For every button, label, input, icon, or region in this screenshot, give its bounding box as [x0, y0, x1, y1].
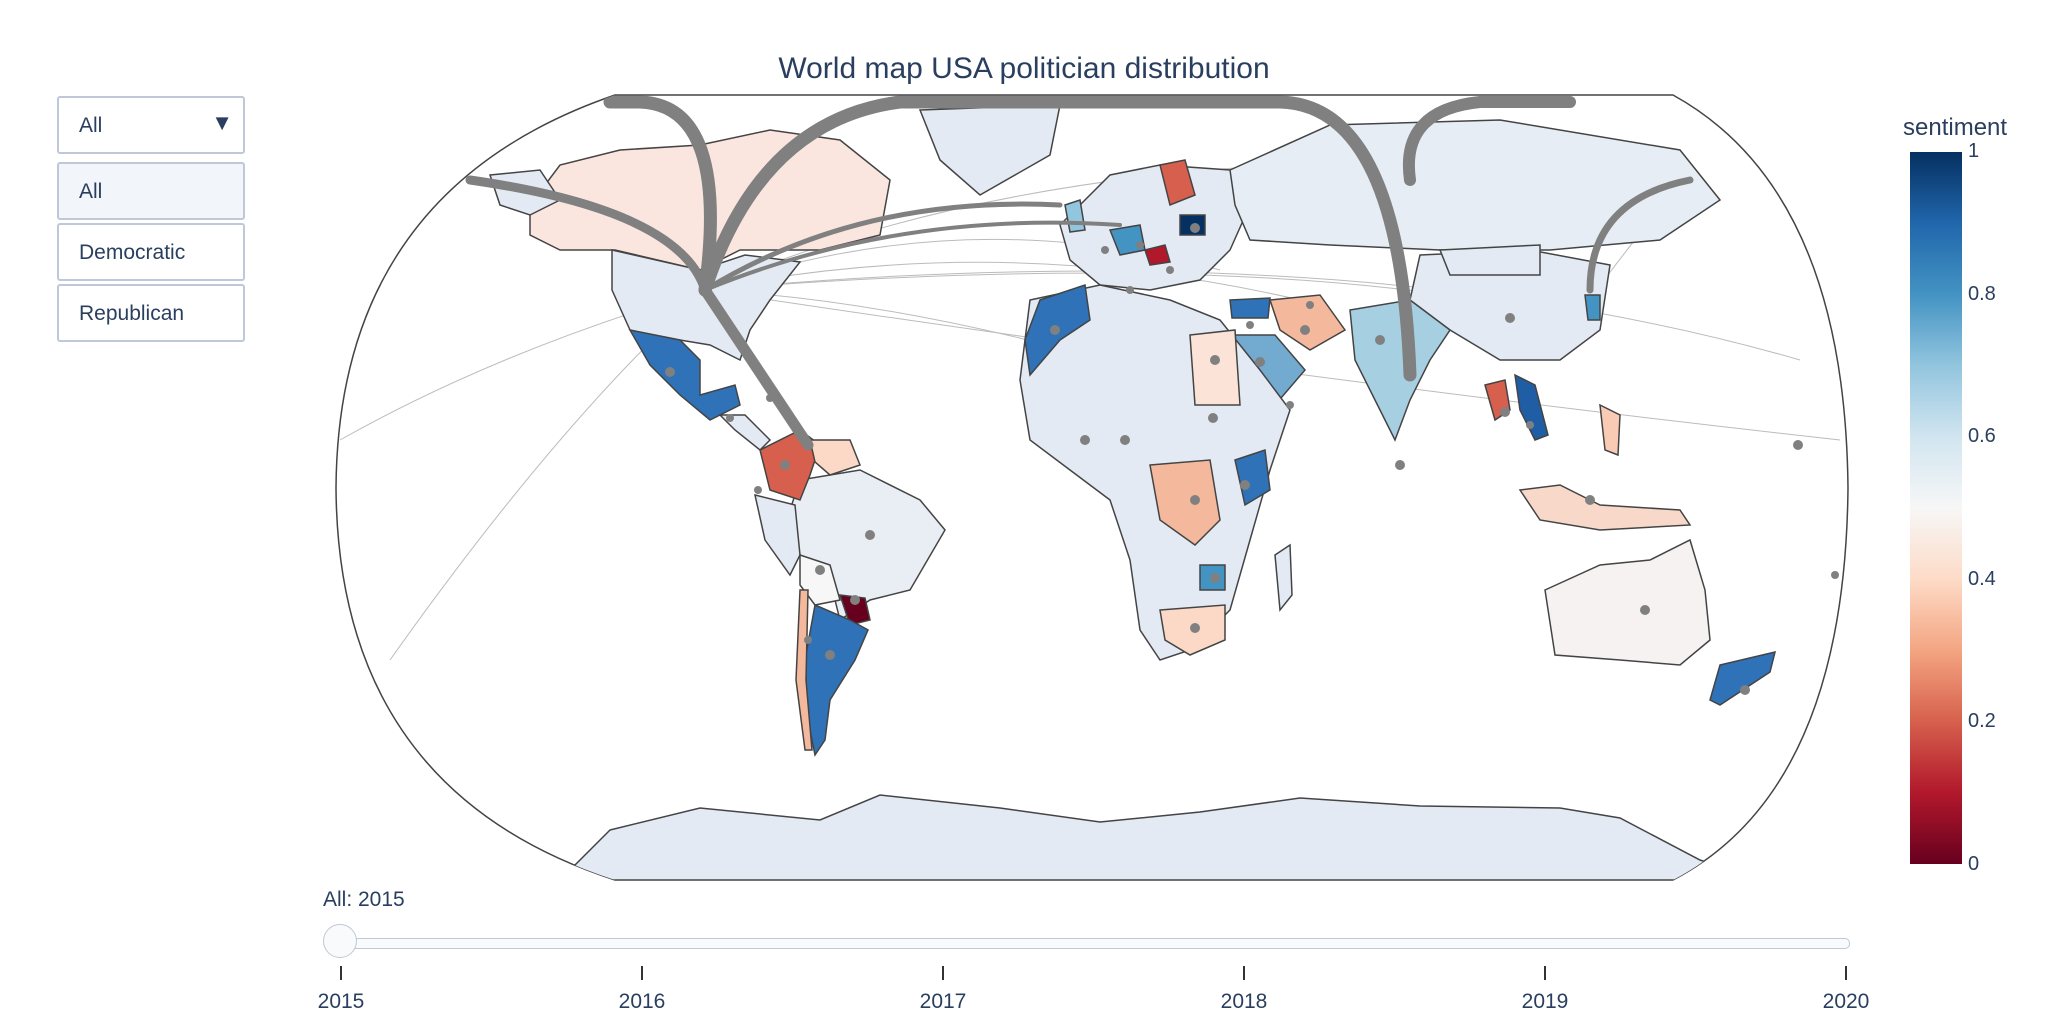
year-slider-handle[interactable] [323, 924, 357, 958]
country-india[interactable] [1349, 299, 1452, 442]
slider-step-2016[interactable]: 2016 [618, 990, 666, 1013]
country-turkey[interactable] [1229, 297, 1271, 319]
slider-step-2018[interactable]: 2018 [1220, 990, 1268, 1013]
country-madagascar[interactable] [1274, 543, 1293, 612]
party-option-all[interactable]: All [57, 162, 245, 220]
country-balkans[interactable] [1144, 244, 1171, 266]
slider-tick [340, 966, 342, 980]
colorbar-tick: 0 [1968, 853, 1980, 875]
party-option-label: Republican [79, 302, 185, 325]
country-australia[interactable] [1544, 538, 1711, 666]
country-europe[interactable] [1059, 164, 1251, 291]
country-central-america[interactable] [718, 414, 772, 452]
slider-step-2020[interactable]: 2020 [1822, 990, 1870, 1013]
slider-tick [1845, 966, 1847, 980]
country-indonesia[interactable] [1518, 484, 1692, 531]
country-chile[interactable] [795, 589, 813, 751]
slider-tick [1544, 966, 1546, 980]
party-option-label: All [79, 180, 103, 203]
country-vietnam[interactable] [1514, 373, 1549, 441]
colorbar-tick: 0.6 [1968, 425, 1996, 447]
country-markers [665, 223, 1839, 695]
party-filter-selected: All [79, 114, 103, 137]
country-bolivia[interactable] [799, 553, 841, 606]
colorbar-tick: 0.2 [1968, 710, 1996, 732]
colorbar-tick: 1 [1968, 140, 1980, 162]
country-finland[interactable] [1159, 159, 1196, 207]
country-drc[interactable] [1149, 459, 1221, 546]
country-sudan[interactable] [1189, 329, 1241, 406]
party-filter-dropdown[interactable]: All ▼ [57, 96, 245, 154]
country-philippines[interactable] [1599, 403, 1621, 457]
colorbar-title: sentiment [1903, 114, 2008, 141]
colorbar-tick: 0.8 [1968, 283, 1996, 305]
country-iran[interactable] [1268, 294, 1347, 351]
country-venezuela[interactable] [809, 439, 861, 476]
slider-tick [641, 966, 643, 980]
country-mongolia[interactable] [1438, 244, 1541, 276]
slider-tick [942, 966, 944, 980]
map-title: World map USA politician distribution [778, 52, 1270, 85]
slider-step-2017[interactable]: 2017 [919, 990, 967, 1013]
country-russia[interactable] [1229, 119, 1722, 251]
slider-step-2015[interactable]: 2015 [317, 990, 365, 1013]
slider-step-2019[interactable]: 2019 [1521, 990, 1569, 1013]
party-option-label: Democratic [79, 241, 186, 264]
sentiment-colorbar [1910, 152, 1962, 864]
party-option-republican[interactable]: Republican [57, 284, 245, 342]
major-flow-lines [465, 95, 1694, 451]
country-peru[interactable] [754, 493, 801, 577]
slider-current-label: All: 2015 [323, 888, 405, 911]
country-mexico[interactable] [628, 328, 741, 421]
dropdown-arrow-icon: ▼ [211, 110, 233, 135]
slider-tick [1243, 966, 1245, 980]
country-ethiopia[interactable] [1234, 448, 1271, 507]
year-slider-track[interactable] [340, 938, 1850, 949]
colorbar-tick: 0.4 [1968, 568, 1996, 590]
country-korea[interactable] [1584, 294, 1601, 321]
party-option-democratic[interactable]: Democratic [57, 223, 245, 281]
